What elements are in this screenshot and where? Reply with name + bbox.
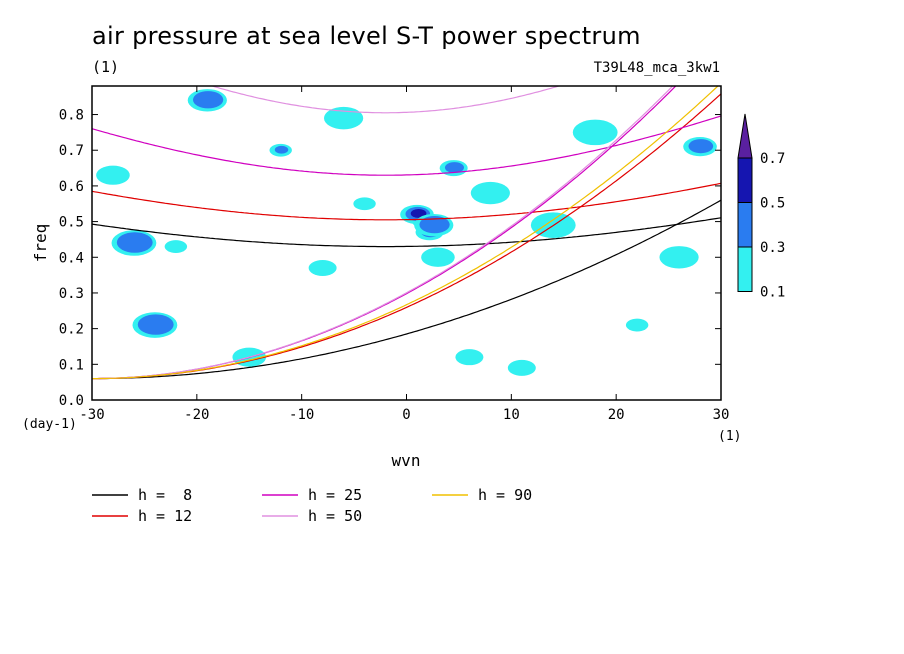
dispersion-curve-kelvin-8	[92, 199, 721, 380]
colorbar-level-label: 0.3	[760, 240, 785, 256]
legend-label: h = 12	[138, 507, 192, 525]
x-tick-label: -30	[79, 407, 104, 423]
colorbar-top-triangle	[737, 113, 753, 159]
legend-label: h = 90	[478, 486, 532, 504]
y-tick-label: 0.1	[59, 357, 84, 373]
colorbar-level-label: 0.7	[760, 151, 785, 167]
y-tick-label: 0.7	[59, 143, 84, 159]
contour-patch	[274, 145, 289, 154]
y-tick-label: 0.0	[59, 393, 84, 409]
x-axis-unit: (1)	[718, 429, 741, 444]
dispersion-curve-gravity-90	[92, 0, 721, 33]
y-tick-label: 0.8	[59, 108, 84, 124]
contour-patch	[455, 349, 484, 366]
contour-patch	[421, 247, 455, 267]
dispersion-curve-gravity-50	[210, 86, 561, 114]
contour-patch	[192, 91, 224, 109]
x-tick-label: 30	[713, 407, 730, 423]
dispersion-curve-kelvin-90	[92, 86, 719, 380]
x-tick-label: -20	[184, 407, 209, 423]
x-tick-label: 0	[402, 407, 410, 423]
y-tick-label: 0.2	[59, 322, 84, 338]
x-axis-label: wvn	[392, 451, 421, 470]
y-tick-label: 0.4	[59, 250, 84, 266]
contour-patch	[507, 359, 536, 376]
y-axis-label: freq	[31, 224, 50, 263]
contour-patch	[419, 216, 450, 234]
y-tick-label: 0.6	[59, 179, 84, 195]
y-tick-label: 0.3	[59, 286, 84, 302]
contour-patch	[116, 232, 153, 253]
colorbar-swatch	[737, 157, 753, 203]
contour-patch	[688, 139, 714, 154]
contour-patch	[137, 314, 174, 335]
legend-label: h = 25	[308, 486, 362, 504]
colorbar-level-label: 0.5	[760, 196, 785, 212]
chart-experiment-label: T39L48_mca_3kw1	[593, 60, 720, 76]
contour-patch	[625, 318, 649, 332]
contour-patch	[164, 240, 188, 253]
dispersion-curve-gravity-25	[92, 115, 721, 176]
x-tick-label: -10	[289, 407, 314, 423]
chart-title: air pressure at sea level S-T power spec…	[92, 22, 641, 50]
y-tick-label: 0.5	[59, 215, 84, 231]
y-axis-unit: (day-1)	[22, 417, 77, 432]
legend-label: h = 8	[138, 486, 192, 504]
contour-patch	[659, 246, 699, 269]
dispersion-curve-gravity-8	[92, 217, 721, 248]
contour-patch	[324, 106, 364, 130]
x-tick-label: 10	[503, 407, 520, 423]
x-tick-label: 20	[608, 407, 625, 423]
colorbar-level-label: 0.1	[760, 285, 785, 301]
colorbar-swatch	[737, 202, 753, 248]
dispersion-curve-gravity-12	[92, 182, 721, 221]
contour-patch	[572, 119, 618, 146]
dispersion-curve-kelvin-50	[92, 86, 674, 380]
contour-patch	[353, 197, 376, 211]
colorbar-swatch	[737, 246, 753, 292]
contour-patch	[444, 162, 464, 174]
legend-label: h = 50	[308, 507, 362, 525]
contour-patch	[308, 259, 337, 276]
contour-patch	[410, 208, 427, 218]
contour-patch	[96, 165, 130, 185]
contour-patch	[470, 181, 510, 205]
chart-subtitle-unit: (1)	[92, 58, 120, 76]
